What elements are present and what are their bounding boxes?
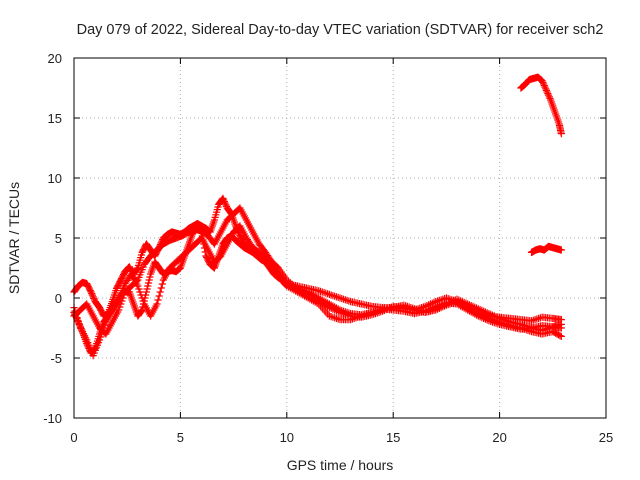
data-point — [71, 307, 79, 315]
data-point — [99, 327, 107, 335]
data-point — [154, 296, 162, 304]
data-point — [156, 288, 164, 296]
grid-lines — [74, 58, 606, 418]
data-point — [74, 317, 82, 325]
data-point — [115, 306, 123, 314]
y-tick-label: 20 — [48, 51, 62, 66]
data-point — [557, 130, 565, 138]
data-point — [136, 288, 144, 296]
y-tick-label: -10 — [43, 411, 62, 426]
data-point — [98, 330, 106, 338]
series-late-mid — [527, 242, 565, 256]
data-point — [557, 332, 565, 340]
data-point — [144, 282, 152, 290]
y-tick-label: 5 — [55, 231, 62, 246]
data-point — [138, 294, 146, 302]
series-track-c — [70, 204, 565, 340]
data-point — [139, 297, 147, 305]
data-point — [557, 320, 565, 328]
data-point — [101, 321, 109, 329]
data-point — [142, 288, 150, 296]
series-late-high — [517, 73, 565, 138]
data-point — [73, 314, 81, 322]
x-tick-label: 15 — [386, 430, 400, 445]
data-point — [97, 333, 105, 341]
chart-title: Day 079 of 2022, Sidereal Day-to-day VTE… — [77, 22, 604, 38]
x-axis-label: GPS time / hours — [287, 457, 394, 473]
data-point — [100, 324, 108, 332]
x-tick-label: 5 — [177, 430, 184, 445]
data-point — [157, 284, 165, 292]
data-point — [75, 321, 83, 329]
y-tick-label: 0 — [55, 291, 62, 306]
data-point — [146, 273, 154, 281]
data-point — [143, 285, 151, 293]
plot-frame — [73, 57, 607, 419]
data-point — [135, 285, 143, 293]
y-tick-label: -5 — [50, 351, 62, 366]
data-point — [153, 300, 161, 308]
data-point — [155, 292, 163, 300]
data-point — [137, 307, 145, 315]
y-axis-ticks: -10 -5 0 5 10 15 20 — [43, 51, 606, 426]
data-points — [70, 73, 565, 360]
x-tick-label: 10 — [280, 430, 294, 445]
data-point — [144, 279, 153, 287]
y-tick-label: 10 — [48, 171, 62, 186]
series-track-d — [70, 222, 565, 360]
data-point — [557, 246, 565, 254]
data-point — [118, 297, 126, 305]
data-point — [137, 291, 145, 299]
x-tick-label: 20 — [492, 430, 506, 445]
data-point — [158, 280, 166, 288]
data-point — [134, 282, 142, 290]
data-point — [145, 276, 153, 284]
data-point — [95, 336, 104, 344]
x-tick-label: 0 — [70, 430, 77, 445]
y-tick-label: 15 — [48, 111, 62, 126]
x-tick-label: 25 — [599, 430, 613, 445]
data-point — [116, 303, 124, 311]
y-axis-label: SDTVAR / TECUs — [6, 182, 22, 294]
